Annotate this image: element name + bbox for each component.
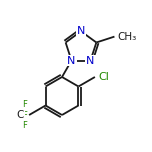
- Text: CH₃: CH₃: [117, 32, 137, 42]
- Text: N: N: [77, 26, 85, 36]
- Text: N: N: [67, 55, 76, 66]
- Text: Cl: Cl: [98, 72, 109, 82]
- Text: C: C: [16, 110, 24, 120]
- Text: F
F
F: F F F: [22, 100, 27, 130]
- Text: N: N: [86, 55, 95, 66]
